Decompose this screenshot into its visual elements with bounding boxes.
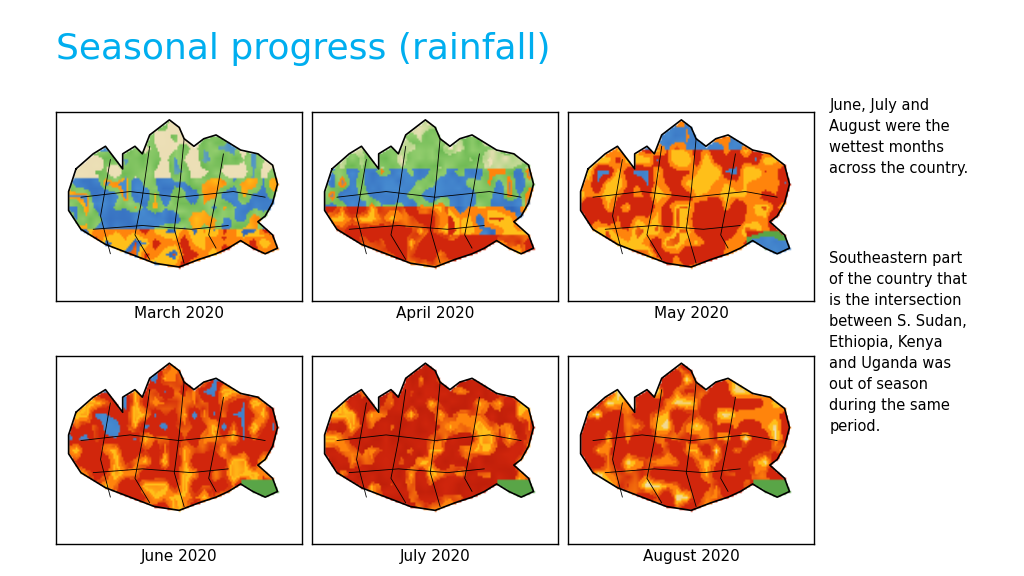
Text: June, July and
August were the
wettest months
across the country.: June, July and August were the wettest m…	[829, 98, 969, 176]
Text: March 2020: March 2020	[134, 305, 224, 321]
Text: July 2020: July 2020	[399, 549, 471, 564]
Text: May 2020: May 2020	[653, 305, 729, 321]
Text: August 2020: August 2020	[643, 549, 739, 564]
Text: April 2020: April 2020	[396, 305, 474, 321]
Text: Southeastern part
of the country that
is the intersection
between S. Sudan,
Ethi: Southeastern part of the country that is…	[829, 251, 968, 434]
Text: Seasonal progress (rainfall): Seasonal progress (rainfall)	[56, 32, 551, 66]
Text: June 2020: June 2020	[141, 549, 217, 564]
